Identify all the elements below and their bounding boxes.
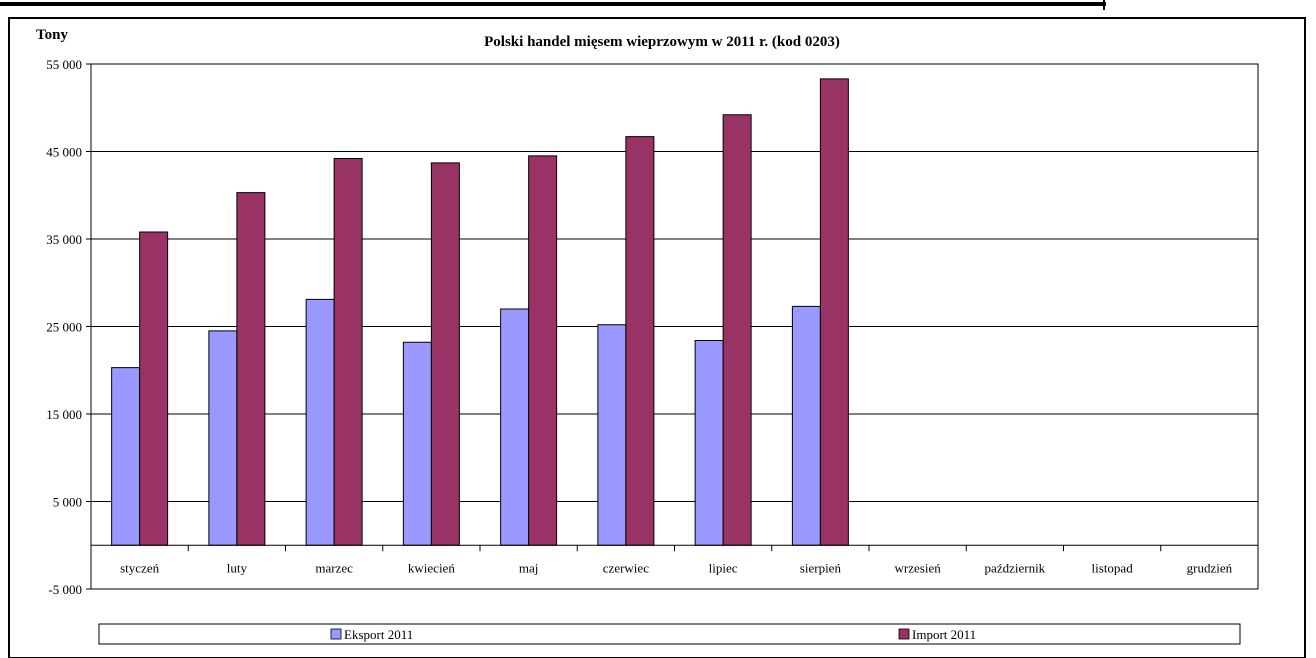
x-tick-label: lipiec xyxy=(709,560,738,575)
bar-import-0 xyxy=(139,231,169,546)
bar-import-5 xyxy=(625,136,655,546)
bar-eksport-7 xyxy=(791,305,821,546)
x-tick-label: maj xyxy=(519,560,539,575)
bars xyxy=(111,78,849,546)
legend-label-import: Import 2011 xyxy=(912,627,976,642)
x-tick-label: sierpień xyxy=(800,560,842,575)
y-tick-label: 15 000 xyxy=(46,407,82,422)
y-tick-label: 5 000 xyxy=(53,495,82,510)
x-tick-label: październik xyxy=(985,560,1046,575)
y-tick-label: 25 000 xyxy=(46,320,82,335)
x-tick-label: grudzień xyxy=(1187,560,1233,575)
bar-import-7 xyxy=(819,78,849,546)
bar-import-6 xyxy=(722,114,752,546)
chart-title: Polski handel mięsem wieprzowym w 2011 r… xyxy=(484,34,840,50)
legend-swatch-import xyxy=(898,628,910,640)
bar-eksport-2 xyxy=(305,298,335,546)
bar-eksport-3 xyxy=(402,341,432,546)
x-tick-label: luty xyxy=(227,560,248,575)
y-axis-ticks: -5 000 5 000 15 000 25 000 35 000 45 000 55 00… xyxy=(46,57,91,597)
bar-import-4 xyxy=(528,155,558,546)
y-tick-label: 35 000 xyxy=(46,232,82,247)
y-tick-label: 55 000 xyxy=(46,57,82,72)
bar-import-1 xyxy=(236,192,266,546)
bar-eksport-1 xyxy=(208,330,238,546)
legend-box xyxy=(98,623,1241,645)
bar-import-3 xyxy=(430,162,460,546)
y-tick-label: -5 000 xyxy=(48,582,82,597)
x-tick-label: wrzesień xyxy=(895,560,942,575)
gridlines xyxy=(91,151,1258,502)
y-tick-label: 45 000 xyxy=(46,145,82,160)
x-tick-label: styczeń xyxy=(120,560,159,575)
y-axis-title: Tony xyxy=(36,27,68,43)
bar-eksport-0 xyxy=(111,367,141,546)
x-axis: styczeń luty marzec kwiecień maj czerwiec lipi… xyxy=(90,544,1259,575)
x-tick-label: czerwiec xyxy=(603,560,649,575)
top-border-bar xyxy=(0,2,1106,6)
bar-eksport-6 xyxy=(694,340,724,546)
legend-swatch-eksport xyxy=(330,628,342,640)
x-tick-label: listopad xyxy=(1092,560,1134,575)
bar-import-2 xyxy=(333,158,363,546)
x-tick-label: kwiecień xyxy=(408,560,455,575)
legend-label-eksport: Eksport 2011 xyxy=(344,627,413,642)
x-tick-label: marzec xyxy=(315,560,353,575)
bar-eksport-4 xyxy=(500,308,530,546)
bar-eksport-5 xyxy=(597,324,627,546)
